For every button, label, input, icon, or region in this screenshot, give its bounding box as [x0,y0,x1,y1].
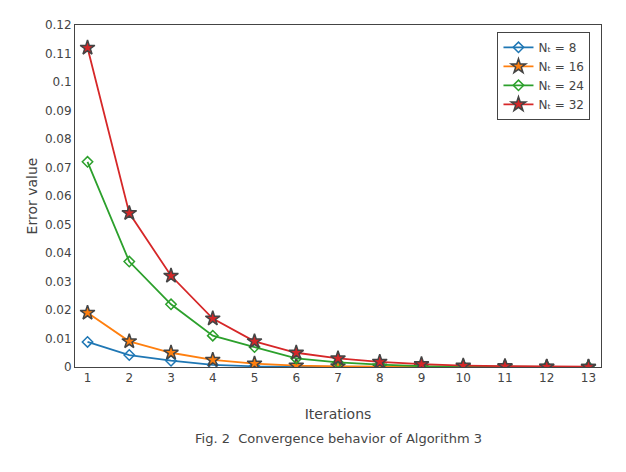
svg-text:Error value: Error value [24,158,40,235]
svg-text:Nₜ = 24: Nₜ = 24 [538,79,583,93]
svg-text:9: 9 [418,371,426,385]
svg-text:Nₜ = 32: Nₜ = 32 [538,98,583,112]
svg-text:Nₜ = 8: Nₜ = 8 [538,41,576,55]
svg-text:0.04: 0.04 [45,246,72,260]
svg-text:7: 7 [334,371,342,385]
svg-text:Iterations: Iterations [305,406,372,422]
svg-text:11: 11 [497,371,512,385]
svg-text:0.01: 0.01 [45,332,72,346]
svg-text:Nₜ = 16: Nₜ = 16 [538,60,583,74]
svg-text:0.1: 0.1 [53,75,72,89]
svg-text:0.12: 0.12 [45,18,72,32]
svg-text:6: 6 [292,371,300,385]
svg-text:5: 5 [251,371,259,385]
svg-text:0.05: 0.05 [45,218,72,232]
svg-text:4: 4 [209,371,217,385]
svg-text:8: 8 [376,371,384,385]
svg-text:0.07: 0.07 [45,161,72,175]
svg-text:0.09: 0.09 [45,104,72,118]
svg-text:0.06: 0.06 [45,189,72,203]
svg-text:0.02: 0.02 [45,303,72,317]
svg-text:2: 2 [125,371,133,385]
svg-text:0: 0 [64,360,72,374]
svg-text:Fig. 2 Convergence behavior o: Fig. 2 Convergence behavior of Algorithm… [195,431,482,446]
svg-text:3: 3 [167,371,175,385]
svg-text:10: 10 [456,371,471,385]
svg-text:0.08: 0.08 [45,132,72,146]
svg-text:13: 13 [581,371,596,385]
svg-text:1: 1 [84,371,92,385]
svg-text:0.11: 0.11 [45,47,72,61]
svg-text:12: 12 [539,371,554,385]
svg-text:0.03: 0.03 [45,275,72,289]
